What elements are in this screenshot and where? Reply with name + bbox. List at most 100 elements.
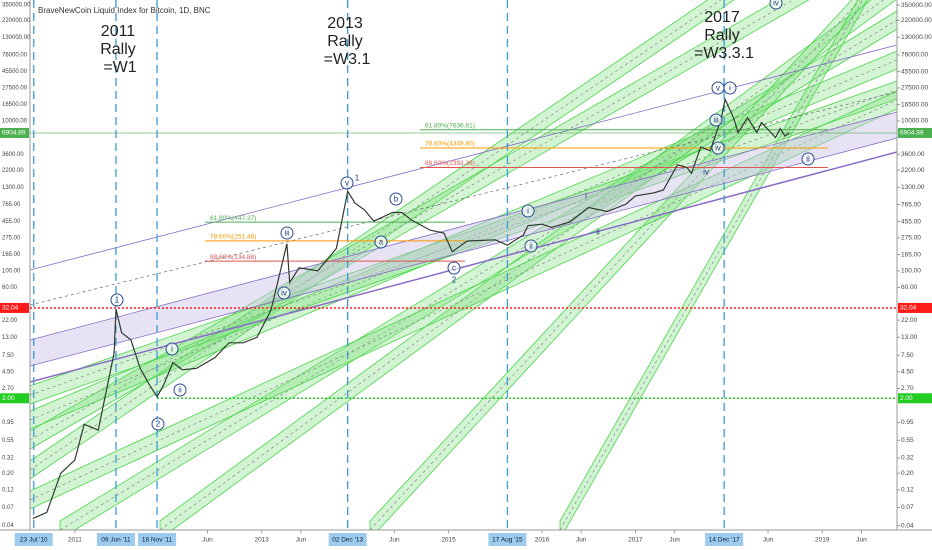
y-tick-label: 765.00 [2,202,21,208]
y-tick-label: 3600.00 [901,151,925,158]
wave-label: ii [806,155,810,164]
rally-note: =W3.3.1 [694,45,754,62]
rally-note: Rally [704,27,740,44]
y-tick-label: 100.00 [901,268,921,275]
y-tick-label: 1300.00 [2,185,24,191]
wave-label: iv [773,0,779,8]
wave-circle [521,204,535,218]
y-tick-label: 22.00 [2,318,18,324]
wave-label: ii [178,386,182,395]
y-tick-label: 275.00 [901,235,921,242]
wave-circle [801,152,815,166]
y-tick-label: 220000.00 [901,17,932,24]
channel-mid [29,0,794,441]
event-tag [705,533,744,546]
level-tag-label: 32.04 [2,305,19,312]
y-tick-label: 2200.00 [901,167,925,174]
y-tick-label: 0.95 [901,419,914,426]
x-tick-label: Jun [202,537,213,544]
x-tick-label: Jun [389,537,400,544]
y-tick-label: 0.04 [901,522,914,529]
x-tick-label: 2017 [628,537,643,544]
event-tag [328,533,367,546]
right-axis [897,0,932,550]
y-tick-label: 130000.00 [2,35,31,41]
wave-circle [277,286,291,300]
wave-label: 1 [115,296,120,305]
y-tick-label: 27500.00 [2,86,28,92]
level-tag [0,393,29,404]
y-tick-label: 76000.00 [2,52,28,58]
y-tick-label: 0.55 [2,438,14,444]
wave-circle [173,383,187,397]
y-tick-label: 2.70 [2,386,14,392]
y-tick-label: 100.00 [2,268,21,274]
y-tick-label: 0.12 [2,487,14,493]
y-tick-label: 350000.00 [2,3,31,9]
y-tick-label: 0.32 [2,456,14,462]
wave-circle [340,176,354,190]
y-tick-label: 10000.00 [2,119,28,125]
wave-label: ii [596,228,600,237]
x-tick-label: Jun [576,537,587,544]
y-tick-label: 0.04 [2,523,14,529]
fib-label: 61.80%(7636.61) [425,122,475,129]
y-tick-label: 765.00 [901,201,921,208]
wave-circle [110,293,124,307]
wave-circle [151,417,165,431]
x-tick-label: Jun [856,537,867,544]
y-tick-label: 2.70 [901,385,914,392]
level-tag [0,302,29,313]
y-tick-label: 0.55 [901,437,914,444]
wave-label: ii [529,242,533,251]
event-tag-label: 23 Jul '10 [20,537,48,544]
channel-mid [59,19,898,531]
y-tick-label: 350000.00 [901,2,932,9]
level-tag [898,302,932,313]
fib-label: 88.60%(2393.36) [425,160,475,167]
x-tick-label: 2019 [815,537,830,544]
level-tag-label: 2.00 [2,395,15,402]
x-tick-label: Jun [296,537,307,544]
wave-label: i [729,84,731,93]
y-tick-label: 4.50 [901,369,914,376]
y-tick-label: 455.00 [901,218,921,225]
y-tick-label: 45500.00 [2,69,28,75]
wave-label: c [452,264,456,273]
channel-line [29,44,898,271]
level-tag [0,127,29,138]
rally-note: 2011 [101,23,136,40]
event-tag-label: 02 Dec '13 [332,537,363,544]
wave-label: iii [713,116,719,125]
y-tick-label: 60.00 [2,285,18,291]
y-tick-label: 0.20 [2,471,14,477]
y-tick-label: 0.12 [901,487,914,494]
y-tick-label: 0.95 [2,420,14,426]
y-tick-label: 45500.00 [901,68,928,75]
y-tick-label: 0.20 [901,470,914,477]
y-tick-label: 27500.00 [901,85,928,92]
wave-label: iv [715,144,721,153]
wave-label: iii [284,229,290,238]
x-tick-label: 2015 [441,537,456,544]
event-tag-label: 18 Nov '11 [142,537,173,544]
x-tick-label: 2016 [535,537,550,544]
y-tick-label: 1300.00 [901,184,925,191]
level-tag-label: 32.04 [900,305,917,312]
wave-label: iv [703,168,709,177]
wave-label: v [716,84,720,93]
wave-label: 2 [156,420,161,429]
y-tick-label: 60.00 [901,284,918,291]
y-tick-label: 165.00 [2,252,21,258]
event-tag [138,533,177,546]
wave-circle [165,342,179,356]
fib-label: 88.60%(134.88) [210,254,256,261]
event-tag [96,533,135,546]
rally-note: Rally [327,33,363,50]
fib-label: 61.80%(447.37) [210,215,256,222]
channel-mid [29,59,898,421]
x-tick-label: 2013 [254,537,269,544]
x-tick-label: Jun [669,537,680,544]
